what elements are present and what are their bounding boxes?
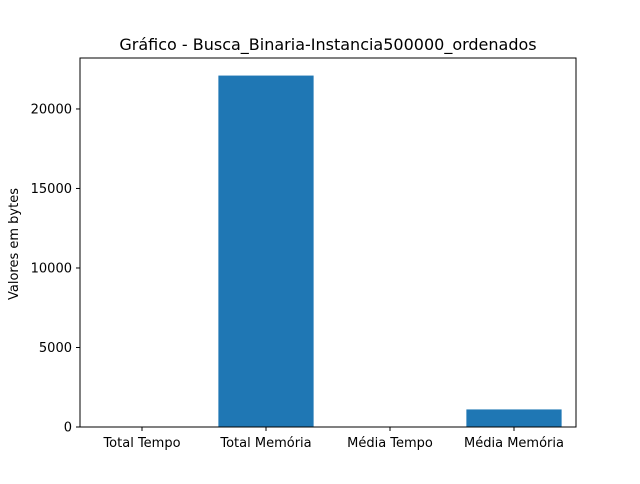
bar-media-memoria xyxy=(466,409,561,427)
y-tick-label-20000: 20000 xyxy=(31,102,72,117)
y-axis-label: Valores em bytes xyxy=(7,188,22,300)
y-tick-label-0: 0 xyxy=(64,421,72,436)
y-tick-label-15000: 15000 xyxy=(31,182,72,197)
x-tick-label-media-memoria: Média Memória xyxy=(464,436,564,451)
x-tick-label-total-tempo: Total Tempo xyxy=(102,436,180,451)
y-tick-label-10000: 10000 xyxy=(31,261,72,276)
y-tick-label-5000: 5000 xyxy=(39,341,72,356)
bar-total-memoria xyxy=(218,76,313,427)
x-tick-label-media-tempo: Média Tempo xyxy=(347,436,433,451)
chart-title: Gráfico - Busca_Binaria-Instancia500000_… xyxy=(119,35,536,55)
x-tick-label-total-memoria: Total Memória xyxy=(219,436,311,451)
